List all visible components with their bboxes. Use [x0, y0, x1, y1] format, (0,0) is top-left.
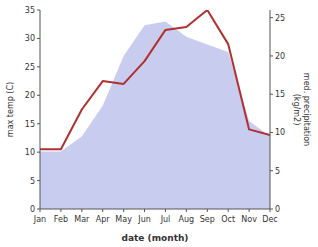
y-tick-label: 0	[30, 205, 35, 214]
y2-tick	[270, 17, 273, 18]
y-tick-label: 30	[25, 34, 35, 43]
y2-axis-line	[270, 10, 271, 209]
y2-tick-label: 0	[275, 205, 280, 214]
x-tick-label: Mar	[74, 215, 90, 224]
y2-tick-label: 15	[275, 90, 285, 99]
x-tick	[249, 209, 250, 212]
precipitation-area	[40, 21, 270, 209]
x-tick-label: Aug	[179, 215, 195, 224]
y2-tick-label: 5	[275, 167, 280, 176]
x-tick	[144, 209, 145, 212]
y-tick-label: 15	[25, 120, 35, 129]
y-tick	[37, 180, 40, 181]
x-tick	[40, 209, 41, 212]
y-axis-label: max temp (C)	[6, 82, 15, 137]
y2-tick-label: 10	[275, 128, 285, 137]
x-tick	[228, 209, 229, 212]
x-tick	[102, 209, 103, 212]
plot-area	[40, 10, 270, 209]
y-axis-line	[40, 10, 41, 209]
x-tick-label: Jul	[160, 215, 171, 224]
y-tick	[37, 10, 40, 11]
x-tick-label: Dec	[262, 215, 277, 224]
x-tick	[81, 209, 82, 212]
x-tick-label: Nov	[241, 215, 257, 224]
x-tick	[186, 209, 187, 212]
x-tick	[123, 209, 124, 212]
y2-tick-label: 20	[275, 52, 285, 61]
x-axis-line	[40, 209, 270, 210]
x-tick-label: May	[115, 215, 132, 224]
y-tick	[37, 95, 40, 96]
y-tick-label: 35	[25, 6, 35, 15]
x-tick	[207, 209, 208, 212]
x-tick-label: Sep	[200, 215, 215, 224]
y2-axis-label: med. precipitation(kg/m2)	[292, 73, 311, 146]
x-tick-label: Feb	[54, 215, 68, 224]
y-tick	[37, 38, 40, 39]
y2-tick	[270, 132, 273, 133]
x-tick-label: Jan	[33, 215, 46, 224]
y-tick-label: 10	[25, 148, 35, 157]
x-tick-label: Oct	[221, 215, 235, 224]
x-tick-label: Jun	[137, 215, 151, 224]
chart: 0 5 10 15 20 25 30 35 0 5 10 15 20 25 Jan Feb Mar Apr May J…	[0, 0, 318, 247]
y-tick	[37, 152, 40, 153]
x-tick	[165, 209, 166, 212]
y-tick	[37, 66, 40, 67]
y-tick-label: 25	[25, 63, 35, 72]
temperature-line	[40, 10, 270, 149]
y2-tick	[270, 170, 273, 171]
y-tick-label: 5	[30, 177, 35, 186]
y-tick	[37, 123, 40, 124]
y2-tick	[270, 94, 273, 95]
y-tick-label: 20	[25, 91, 35, 100]
y2-tick-label: 25	[275, 14, 285, 23]
y2-tick	[270, 55, 273, 56]
x-tick	[270, 209, 271, 212]
x-tick	[60, 209, 61, 212]
background	[0, 0, 318, 247]
x-axis-label: date (month)	[122, 233, 189, 243]
x-tick-label: Apr	[96, 215, 111, 224]
